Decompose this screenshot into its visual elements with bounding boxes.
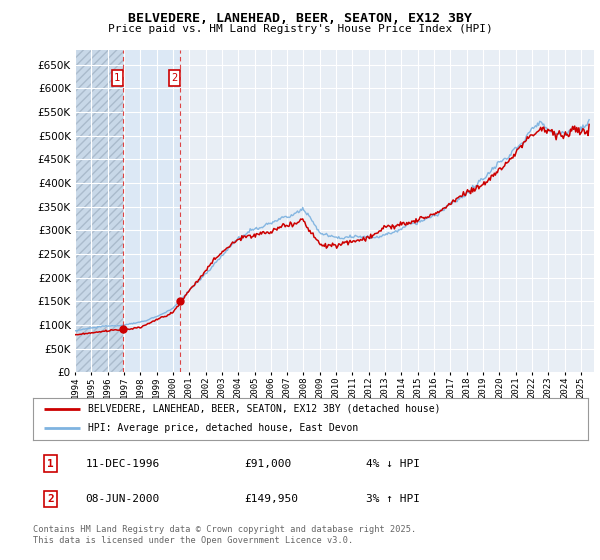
Text: 1: 1 — [47, 459, 53, 469]
Bar — [123, 50, 180, 372]
Text: Contains HM Land Registry data © Crown copyright and database right 2025.
This d: Contains HM Land Registry data © Crown c… — [33, 525, 416, 545]
Text: BELVEDERE, LANEHEAD, BEER, SEATON, EX12 3BY (detached house): BELVEDERE, LANEHEAD, BEER, SEATON, EX12 … — [89, 404, 441, 414]
Text: 2: 2 — [171, 73, 178, 83]
Bar — [75, 50, 123, 372]
Text: 2: 2 — [47, 494, 53, 504]
Text: BELVEDERE, LANEHEAD, BEER, SEATON, EX12 3BY: BELVEDERE, LANEHEAD, BEER, SEATON, EX12 … — [128, 12, 472, 25]
Text: 08-JUN-2000: 08-JUN-2000 — [86, 494, 160, 504]
Text: 3% ↑ HPI: 3% ↑ HPI — [366, 494, 420, 504]
Text: 4% ↓ HPI: 4% ↓ HPI — [366, 459, 420, 469]
Text: 11-DEC-1996: 11-DEC-1996 — [86, 459, 160, 469]
Text: 1: 1 — [114, 73, 121, 83]
Text: Price paid vs. HM Land Registry's House Price Index (HPI): Price paid vs. HM Land Registry's House … — [107, 24, 493, 34]
Text: HPI: Average price, detached house, East Devon: HPI: Average price, detached house, East… — [89, 423, 359, 433]
Text: £91,000: £91,000 — [244, 459, 291, 469]
Text: £149,950: £149,950 — [244, 494, 298, 504]
